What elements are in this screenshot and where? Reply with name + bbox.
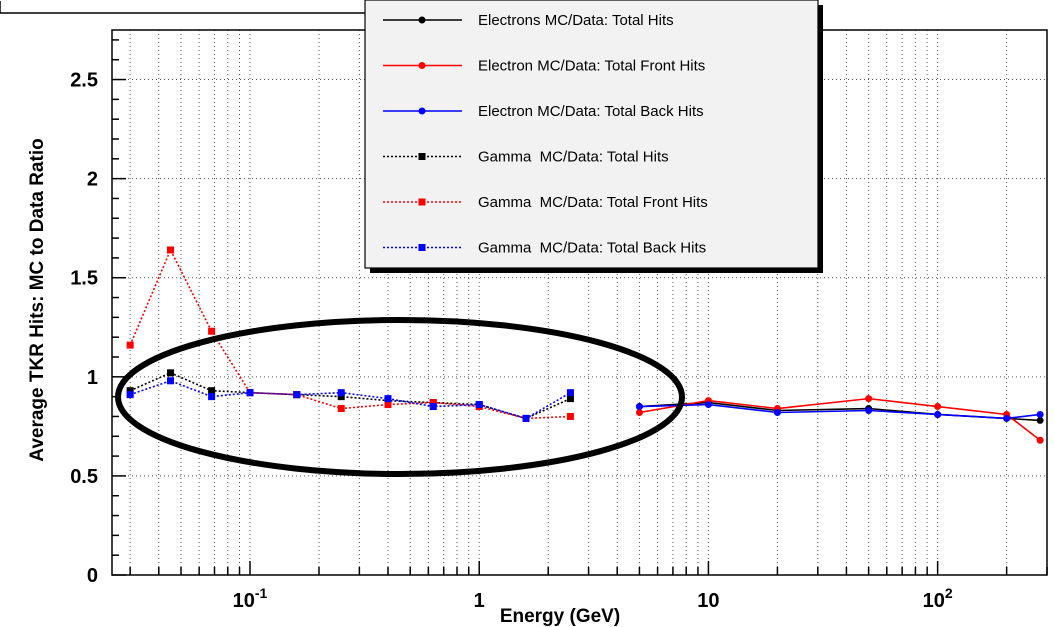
grid <box>112 30 1048 576</box>
data-series <box>126 246 1044 444</box>
frame-top <box>0 1 365 14</box>
legend-label: Electrons MC/Data: Total Hits <box>478 12 674 29</box>
data-point <box>773 408 781 416</box>
x-tick-label: 102 <box>923 585 953 612</box>
highlight-ellipse <box>115 317 685 477</box>
legend-marker <box>418 62 426 69</box>
legend-marker <box>418 198 426 206</box>
data-point <box>934 403 942 411</box>
data-point <box>337 393 345 401</box>
legend-box <box>364 0 819 269</box>
data-point <box>566 389 574 397</box>
y-tick-label: 2.5 <box>70 70 98 92</box>
legend-label: Gamma MC/Data: Total Front Hits <box>478 194 708 211</box>
series-5 <box>126 377 574 422</box>
data-point <box>934 410 942 418</box>
data-point <box>1003 414 1011 422</box>
data-point <box>167 377 175 385</box>
legend-marker <box>418 16 426 24</box>
data-point <box>167 246 175 254</box>
data-point <box>865 395 873 403</box>
data-point <box>1036 436 1044 444</box>
data-point <box>126 387 134 395</box>
data-point <box>384 395 392 403</box>
legend: Electrons MC/Data: Total Hits Electron MC… <box>364 0 823 273</box>
legend-marker <box>418 107 426 115</box>
data-point <box>208 393 216 401</box>
series-1 <box>635 395 1044 444</box>
y-axis-title: Average TKR Hits: MC to Data Ratio <box>27 138 48 461</box>
data-point <box>429 403 437 411</box>
data-point <box>635 403 643 411</box>
data-point <box>566 395 574 403</box>
data-point <box>208 387 216 395</box>
series-3 <box>126 369 574 422</box>
data-point <box>1036 410 1044 418</box>
legend-marker <box>418 244 426 251</box>
y-tick-label: 2 <box>87 169 98 191</box>
data-point <box>337 405 345 413</box>
data-point <box>704 401 712 409</box>
data-point <box>208 327 216 335</box>
data-point <box>167 369 175 377</box>
data-point <box>635 408 643 416</box>
legend-label: Gamma MC/Data: Total Back Hits <box>478 240 706 257</box>
y-tick-label: 1 <box>87 367 98 389</box>
data-point <box>126 341 134 349</box>
data-point <box>337 389 345 397</box>
data-point <box>429 399 437 407</box>
series-2 <box>635 401 1044 422</box>
y-tick-label: 0 <box>87 565 98 587</box>
data-point <box>522 414 530 422</box>
data-point <box>246 389 254 397</box>
x-axis-title: Energy (GeV) <box>500 606 620 627</box>
data-point <box>384 401 392 409</box>
legend-label: Electron MC/Data: Total Front Hits <box>478 58 705 75</box>
data-point <box>126 391 134 399</box>
data-point <box>293 391 301 399</box>
x-tick-label: 10 <box>697 590 719 612</box>
y-tick-label: 0.5 <box>70 466 98 488</box>
data-point <box>566 412 574 420</box>
data-point <box>475 401 483 409</box>
legend-label: Electron MC/Data: Total Back Hits <box>478 103 704 120</box>
legend-label: Gamma MC/Data: Total Hits <box>478 149 669 166</box>
y-tick-label: 1.5 <box>70 268 98 290</box>
x-tick-label: 10-1 <box>233 585 268 612</box>
data-point <box>865 407 873 415</box>
series-line <box>129 371 571 420</box>
x-tick-label: 1 <box>474 590 485 612</box>
data-point <box>1036 416 1044 424</box>
legend-marker <box>418 153 426 160</box>
